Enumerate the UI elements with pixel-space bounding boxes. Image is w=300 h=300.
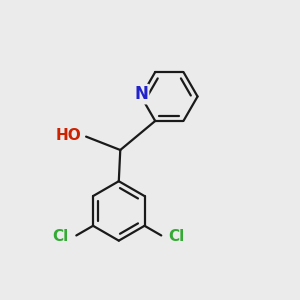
Text: HO: HO bbox=[56, 128, 82, 143]
Text: N: N bbox=[134, 85, 148, 103]
Text: Cl: Cl bbox=[53, 229, 69, 244]
Text: Cl: Cl bbox=[169, 229, 185, 244]
